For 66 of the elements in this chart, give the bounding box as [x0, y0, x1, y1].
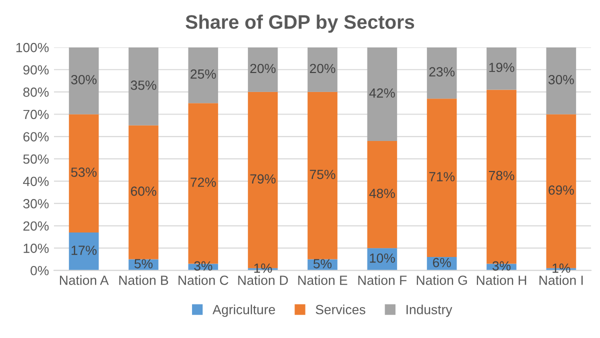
data-label: 20%: [310, 64, 336, 74]
y-tick-label: 0%: [30, 266, 49, 276]
data-label: 6%: [432, 258, 451, 268]
data-label: 71%: [429, 172, 455, 182]
legend-label: Agriculture: [212, 304, 275, 317]
bar: [546, 47, 576, 114]
data-label: 69%: [548, 185, 574, 195]
x-tick-label: Nation F: [358, 275, 407, 285]
x-tick-label: Nation B: [119, 275, 168, 285]
data-label: 17%: [72, 246, 97, 255]
data-label: 3%: [194, 261, 212, 271]
legend-label: Industry: [406, 304, 452, 317]
bar: [68, 114, 99, 232]
data-label: 10%: [370, 253, 395, 263]
y-tick-label: 70%: [23, 110, 49, 120]
data-label: 1%: [254, 264, 272, 273]
data-label: 42%: [369, 88, 395, 98]
y-tick-label: 10%: [24, 244, 49, 254]
x-tick-label: Nation H: [476, 275, 526, 285]
x-tick-label: Nation C: [178, 275, 228, 285]
y-tick-label: 20%: [23, 221, 49, 231]
y-tick-label: 100%: [16, 42, 49, 52]
bar: [308, 92, 338, 260]
data-label: 30%: [548, 74, 574, 84]
bar: [486, 47, 516, 90]
data-label: 1%: [552, 264, 570, 273]
bar: [426, 47, 457, 99]
data-label: 3%: [492, 261, 511, 271]
bar: [367, 141, 398, 248]
bar: [128, 125, 158, 260]
y-tick-label: 80%: [23, 88, 49, 97]
bar: [128, 47, 158, 126]
data-label: 5%: [313, 259, 332, 268]
data-label: 25%: [190, 69, 216, 79]
data-label: 35%: [130, 80, 156, 90]
x-tick-label: Nation D: [238, 275, 288, 285]
bar: [308, 47, 338, 92]
bar: [367, 47, 398, 142]
data-label: 30%: [71, 74, 97, 84]
y-tick-label: 50%: [23, 154, 49, 164]
x-tick-label: Nation E: [298, 275, 348, 285]
x-tick-label: Nation G: [416, 275, 467, 285]
data-label: 5%: [134, 259, 153, 268]
y-tick-label: 90%: [23, 65, 49, 75]
data-label: 78%: [488, 170, 514, 180]
bar: [248, 47, 278, 92]
y-tick-label: 60%: [23, 132, 49, 142]
data-label: 79%: [250, 174, 276, 184]
x-tick-label: Nation A: [60, 275, 109, 285]
y-tick-label: 30%: [23, 199, 49, 208]
x-tick-label: Nation I: [540, 275, 583, 285]
data-label: 75%: [310, 170, 336, 180]
chart-title: Share of GDP by Sectors: [186, 14, 414, 33]
bar: [68, 47, 99, 114]
bar: [426, 98, 457, 258]
data-label: 60%: [130, 186, 156, 196]
data-label: 19%: [489, 62, 514, 72]
data-label: 48%: [369, 188, 395, 198]
bar: [68, 232, 99, 270]
data-label: 23%: [429, 67, 455, 77]
data-label: 72%: [190, 178, 216, 187]
data-label: 53%: [71, 168, 97, 177]
data-label: 20%: [250, 64, 276, 74]
bar: [188, 47, 218, 104]
y-tick-label: 40%: [23, 176, 49, 186]
legend-label: Services: [316, 304, 366, 314]
